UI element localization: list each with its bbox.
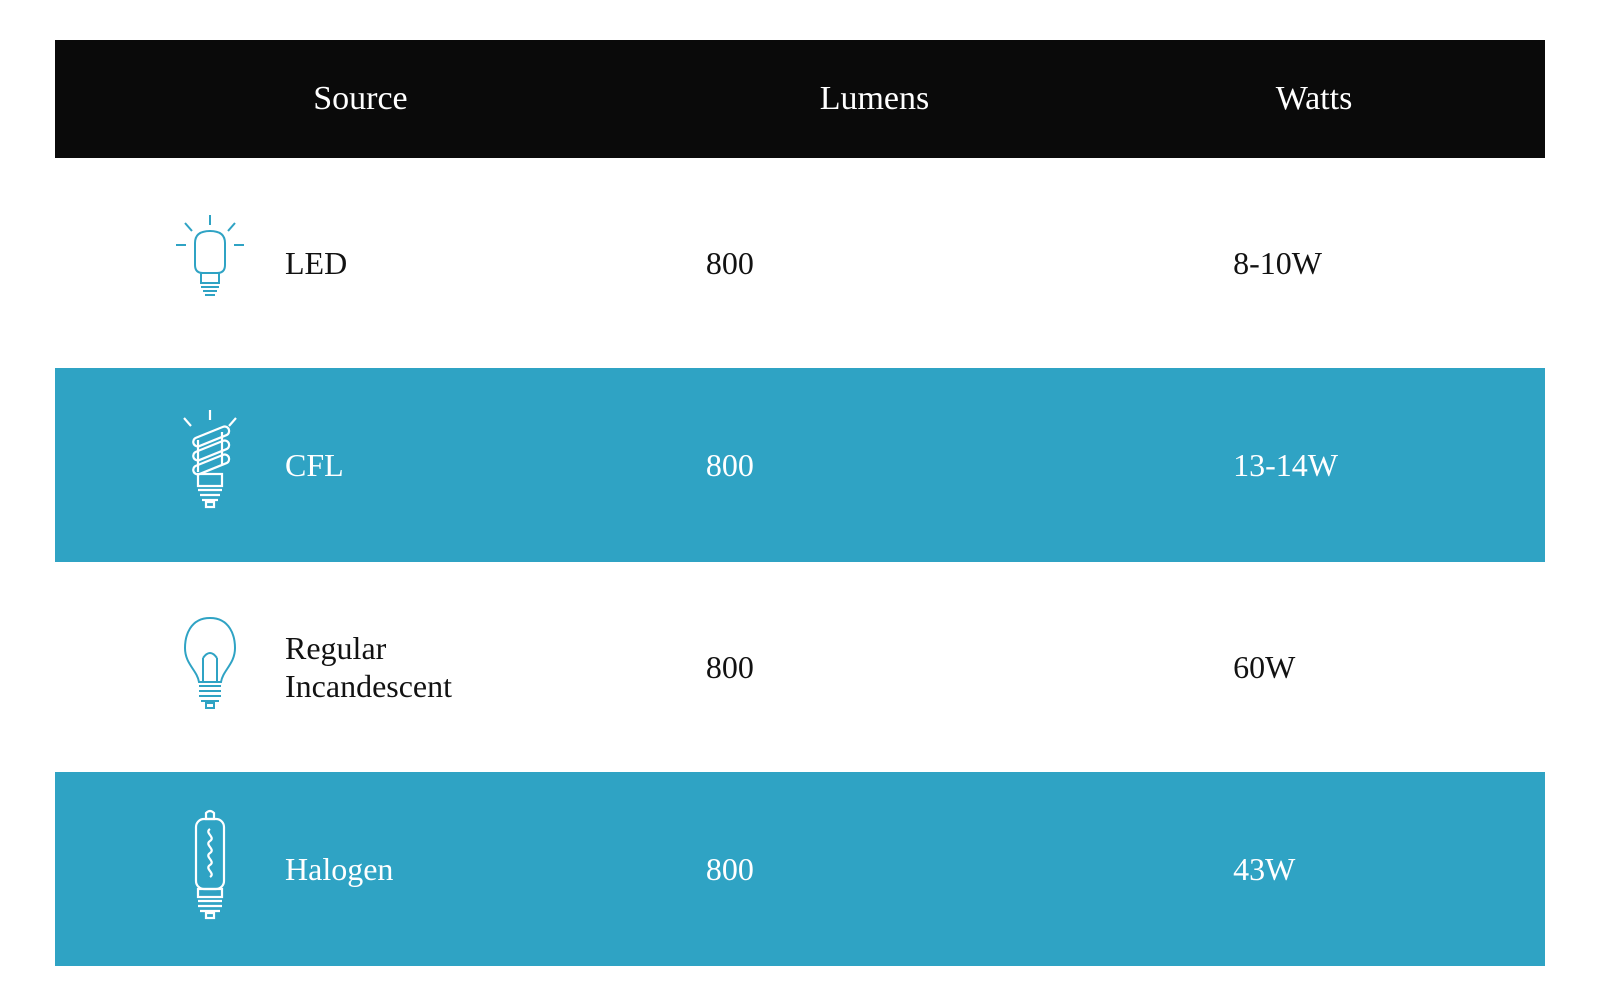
source-label: RegularIncandescent: [285, 629, 452, 706]
watts-value: 43W: [1083, 851, 1545, 888]
lumens-value: 800: [666, 851, 1083, 888]
lumens-value: 800: [666, 447, 1083, 484]
header-source: Source: [55, 80, 666, 118]
table-row: LED 800 8-10W: [55, 166, 1545, 360]
halogen-bulb-icon: [165, 809, 255, 929]
comparison-table: Source Lumens Watts: [55, 40, 1545, 966]
led-bulb-icon: [165, 203, 255, 323]
incandescent-bulb-icon: [165, 607, 255, 727]
watts-value: 13-14W: [1083, 447, 1545, 484]
cfl-bulb-icon: [165, 405, 255, 525]
watts-value: 8-10W: [1083, 245, 1545, 282]
table-row: CFL 800 13-14W: [55, 368, 1545, 562]
header-lumens: Lumens: [666, 80, 1083, 118]
watts-value: 60W: [1083, 649, 1545, 686]
source-label: LED: [285, 244, 347, 282]
header-watts: Watts: [1083, 80, 1545, 118]
table-header-row: Source Lumens Watts: [55, 40, 1545, 158]
lumens-value: 800: [666, 649, 1083, 686]
table-row: Halogen 800 43W: [55, 772, 1545, 966]
lumens-value: 800: [666, 245, 1083, 282]
table-row: RegularIncandescent 800 60W: [55, 570, 1545, 764]
source-label: Halogen: [285, 850, 393, 888]
source-label: CFL: [285, 446, 344, 484]
